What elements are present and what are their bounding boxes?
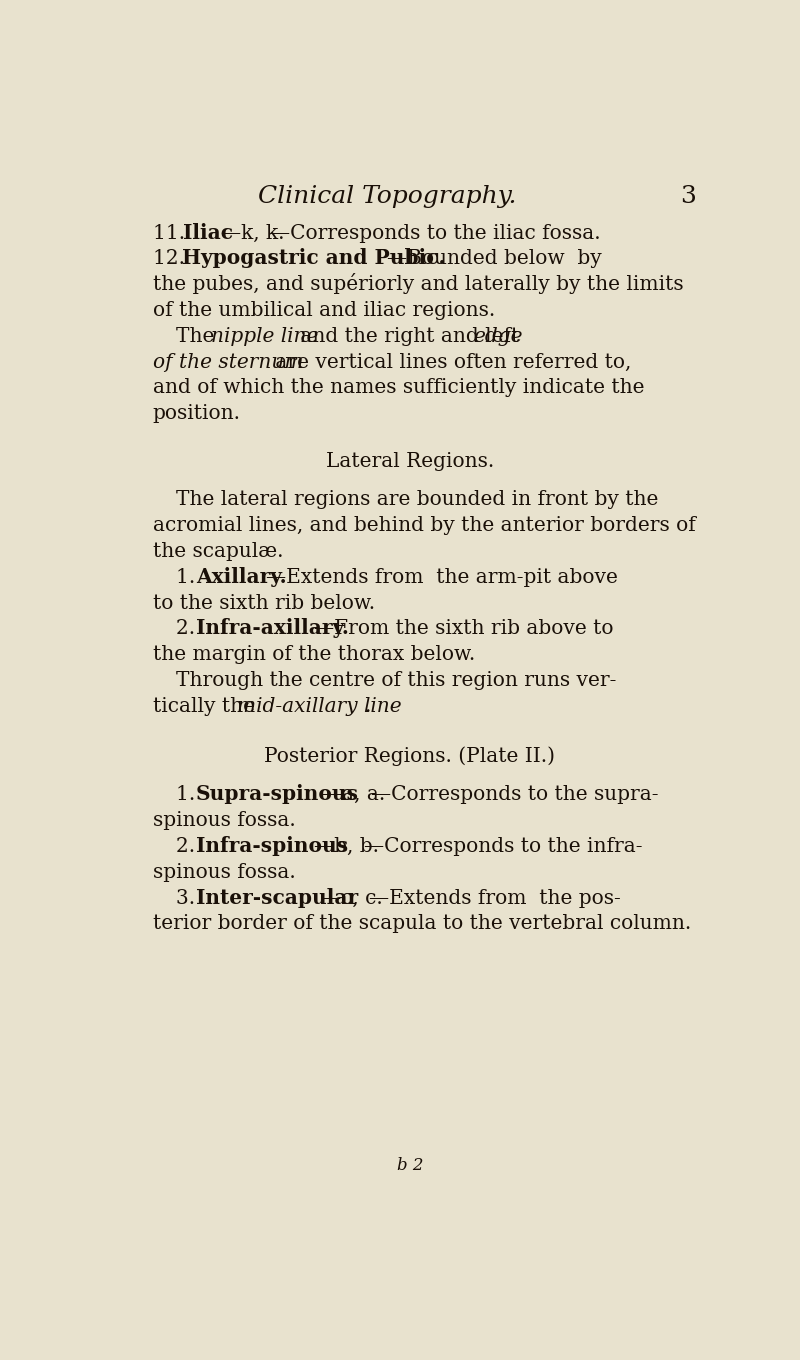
Text: 2.: 2. — [176, 619, 202, 638]
Text: .: . — [364, 696, 370, 715]
Text: —From the sixth rib above to: —From the sixth rib above to — [314, 619, 614, 638]
Text: 2.: 2. — [176, 836, 202, 855]
Text: Supra-spinous: Supra-spinous — [196, 785, 359, 804]
Text: and of which the names sufficiently indicate the: and of which the names sufficiently indi… — [153, 378, 644, 397]
Text: of the umbilical and iliac regions.: of the umbilical and iliac regions. — [153, 301, 495, 320]
Text: —a, a.: —a, a. — [322, 785, 386, 804]
Text: 3.: 3. — [176, 888, 202, 907]
Text: —b, b.: —b, b. — [314, 836, 378, 855]
Text: Through the centre of this region runs ver-: Through the centre of this region runs v… — [176, 670, 616, 690]
Text: b 2: b 2 — [397, 1157, 423, 1175]
Text: of the sternum: of the sternum — [153, 352, 303, 371]
Text: Axillary.: Axillary. — [196, 567, 286, 588]
Text: terior border of the scapula to the vertebral column.: terior border of the scapula to the vert… — [153, 914, 691, 933]
Text: 3: 3 — [680, 185, 695, 208]
Text: 1.: 1. — [176, 568, 202, 588]
Text: 1.: 1. — [176, 785, 202, 804]
Text: position.: position. — [153, 404, 241, 423]
Text: Clinical Topography.: Clinical Topography. — [258, 185, 516, 208]
Text: tically the: tically the — [153, 696, 261, 715]
Text: Hypogastric and Pubic.: Hypogastric and Pubic. — [182, 249, 446, 268]
Text: —Extends from  the arm-pit above: —Extends from the arm-pit above — [266, 568, 618, 588]
Text: Infra-axillary.: Infra-axillary. — [196, 619, 349, 638]
Text: spinous fossa.: spinous fossa. — [153, 811, 295, 830]
Text: are vertical lines often referred to,: are vertical lines often referred to, — [270, 352, 632, 371]
Text: —Extends from  the pos-: —Extends from the pos- — [370, 888, 621, 907]
Text: spinous fossa.: spinous fossa. — [153, 862, 295, 881]
Text: nipple line: nipple line — [210, 326, 318, 345]
Text: —k, k.: —k, k. — [222, 223, 285, 242]
Text: Posterior Regions. (Plate II.): Posterior Regions. (Plate II.) — [265, 747, 555, 766]
Text: and the right and left: and the right and left — [294, 326, 526, 345]
Text: to the sixth rib below.: to the sixth rib below. — [153, 594, 375, 612]
Text: —Corresponds to the infra-: —Corresponds to the infra- — [364, 836, 642, 855]
Text: acromial lines, and behind by the anterior borders of: acromial lines, and behind by the anteri… — [153, 517, 695, 536]
Text: edge: edge — [474, 326, 523, 345]
Text: the scapulæ.: the scapulæ. — [153, 543, 283, 562]
Text: —Corresponds to the supra-: —Corresponds to the supra- — [371, 785, 658, 804]
Text: —Corresponds to the iliac fossa.: —Corresponds to the iliac fossa. — [270, 223, 601, 242]
Text: The lateral regions are bounded in front by the: The lateral regions are bounded in front… — [176, 491, 658, 510]
Text: 12.: 12. — [153, 249, 191, 268]
Text: Lateral Regions.: Lateral Regions. — [326, 452, 494, 471]
Text: —Bounded below  by: —Bounded below by — [386, 249, 602, 268]
Text: mid-axillary line: mid-axillary line — [237, 696, 402, 715]
Text: 11.: 11. — [153, 223, 191, 242]
Text: the pubes, and supériorly and laterally by the limits: the pubes, and supériorly and laterally … — [153, 273, 683, 294]
Text: Iliac: Iliac — [182, 223, 233, 242]
Text: Infra-spinous: Infra-spinous — [196, 836, 348, 855]
Text: Inter-scapular: Inter-scapular — [196, 888, 358, 907]
Text: The: The — [176, 326, 221, 345]
Text: —c, c.: —c, c. — [322, 888, 383, 907]
Text: the margin of the thorax below.: the margin of the thorax below. — [153, 645, 475, 664]
